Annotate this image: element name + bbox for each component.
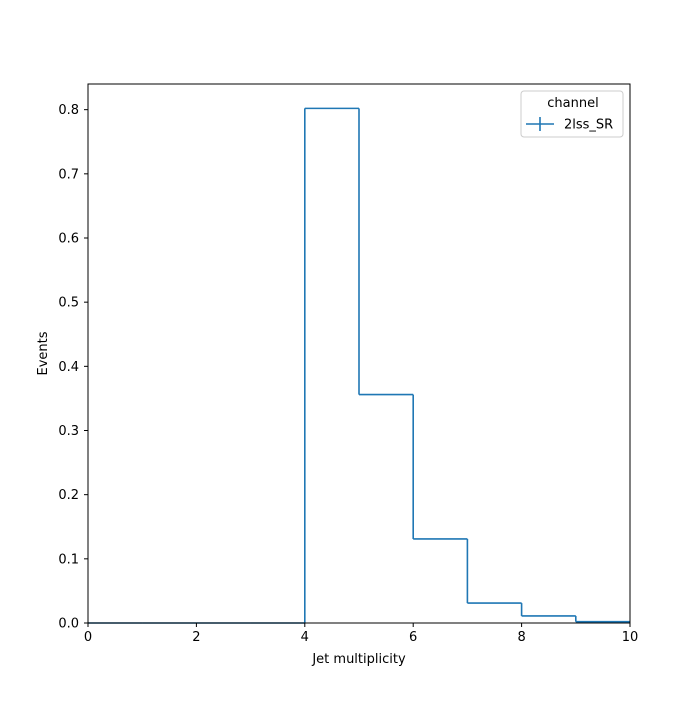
x-tick-label: 10 <box>622 630 639 645</box>
legend: channel 2lss_SR <box>520 90 624 138</box>
legend-box <box>520 90 624 138</box>
x-tick-label: 8 <box>517 630 525 645</box>
y-tick-label: 0.6 <box>58 232 79 247</box>
y-tick-label: 0.1 <box>58 552 79 567</box>
x-axis-ticks: 0 2 4 6 8 10 <box>84 623 638 645</box>
y-tick-label: 0.0 <box>58 617 79 632</box>
plot-area <box>87 83 631 624</box>
axes-frame <box>87 83 631 624</box>
x-tick-label: 2 <box>192 630 200 645</box>
y-axis-label: Events <box>36 331 51 375</box>
y-tick-label: 0.3 <box>58 424 79 439</box>
y-tick-label: 0.2 <box>58 488 79 503</box>
y-tick-label: 0.5 <box>58 296 79 311</box>
x-tick-label: 0 <box>84 630 92 645</box>
y-axis-ticks: 0.0 0.1 0.2 0.3 0.4 0.5 0.6 0.7 0.8 <box>58 103 88 632</box>
legend-entry: 2lss_SR <box>526 117 613 133</box>
legend-label: 2lss_SR <box>564 118 613 133</box>
x-tick-label: 4 <box>301 630 309 645</box>
legend-entries: 2lss_SR <box>526 117 613 133</box>
y-tick-label: 0.7 <box>58 167 79 182</box>
y-tick-label: 0.4 <box>58 360 79 375</box>
x-axis-label: Jet multiplicity <box>311 652 406 667</box>
y-tick-label: 0.8 <box>58 103 79 118</box>
x-tick-label: 6 <box>409 630 417 645</box>
legend-title: channel <box>547 96 598 111</box>
